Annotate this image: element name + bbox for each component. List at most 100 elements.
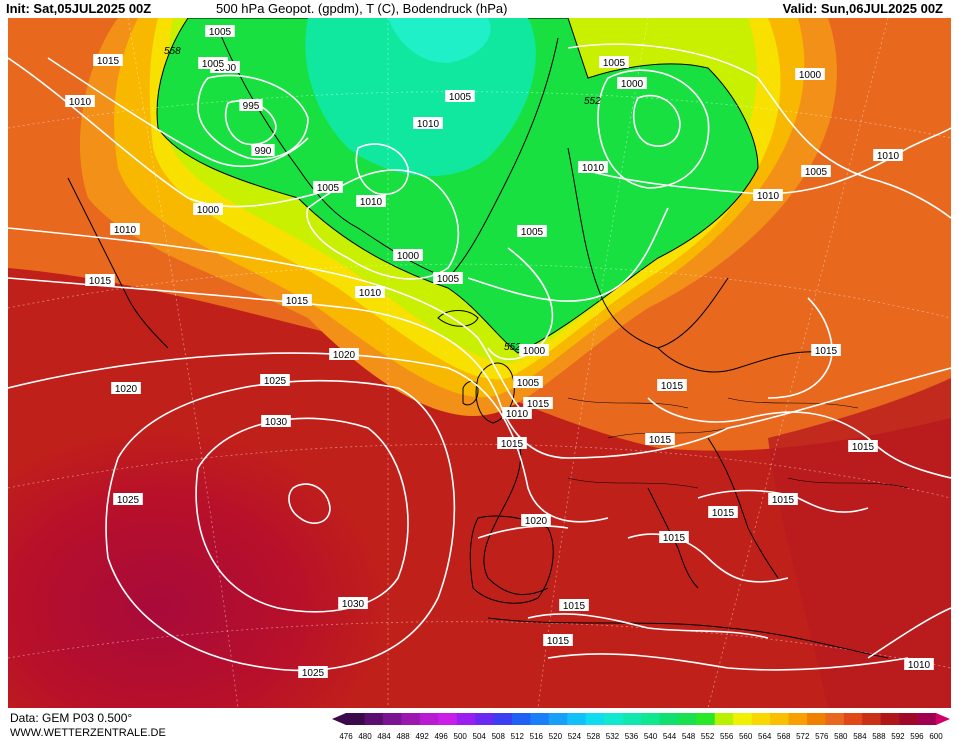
isobar-label: 1015 (523, 397, 553, 410)
isobar-label-box (329, 348, 359, 360)
isobar-label: 1005 (205, 25, 235, 38)
isobar-label: 1030 (261, 415, 291, 428)
legend-swatch (677, 713, 697, 725)
isobar-label: 1020 (521, 514, 551, 527)
legend-swatch (346, 713, 365, 725)
isobar-label: 1010 (355, 286, 385, 299)
website-credit: WWW.WETTERZENTRALE.DE (10, 727, 166, 739)
isobar-label-box (433, 272, 463, 284)
isobar-1015c (697, 489, 869, 513)
legend-swatch (530, 713, 550, 725)
isobar-label-box (355, 286, 385, 298)
isobar-label-text: 1015 (663, 533, 686, 544)
balkans-greece (707, 437, 779, 579)
isobar-label: 1000 (795, 68, 825, 81)
isobar-label: 1015 (708, 506, 738, 519)
legend-swatch (548, 713, 568, 725)
legend-tick-label: 564 (758, 732, 772, 741)
italy (647, 487, 699, 589)
isobar-label: 995 (239, 99, 263, 112)
isobar-1020b (477, 525, 569, 539)
isobar-label: 1025 (260, 374, 290, 387)
legend-tick-label: 580 (834, 732, 848, 741)
trough-core (305, 18, 536, 177)
isobar-label-text: 1010 (69, 97, 92, 108)
isobar-label: 1010 (753, 189, 783, 202)
isobar-label: 1030 (338, 597, 368, 610)
legend-tick-label: 480 (358, 732, 372, 741)
isobar-1005b (567, 43, 951, 219)
isobar-label-box (497, 437, 527, 449)
isobar-label-box (313, 181, 343, 193)
isobar-low-995 (197, 74, 309, 160)
isobar-label-text: 1020 (333, 350, 356, 361)
isobar-label-box (393, 249, 423, 261)
azores-high-field (8, 348, 472, 708)
isobar-label-box (251, 144, 275, 156)
isobar-label: 1010 (502, 407, 532, 420)
isobar-label-box (559, 599, 589, 611)
isobar-label-box (260, 374, 290, 386)
legend-swatch (622, 713, 642, 725)
isobars (8, 43, 951, 672)
legend-tick-label: 520 (549, 732, 563, 741)
legend-swatch (382, 713, 402, 725)
legend-swatch (770, 713, 789, 725)
legend-tick-label: 504 (473, 732, 487, 741)
isobar-label: 1010 (356, 195, 386, 208)
init-time: Init: Sat,05JUL2025 00Z (6, 1, 152, 16)
isobar-scand-low-inner (632, 94, 681, 147)
legend-tick-label: 484 (377, 732, 391, 741)
isobar-label-text: 1025 (264, 376, 287, 387)
legend-tick-label: 496 (434, 732, 448, 741)
isobar-trough-1005 (306, 169, 460, 280)
isobar-label-box (282, 294, 312, 306)
isobar-label-text: 1005 (209, 27, 232, 38)
isobar-label-box (578, 161, 608, 173)
isobar-label-text: 1030 (265, 417, 288, 428)
legend-tick-label: 584 (853, 732, 867, 741)
isobar-1010b (577, 127, 951, 195)
isobar-label: 1010 (65, 95, 95, 108)
isobar-label-text: 1015 (97, 56, 120, 67)
isobar-label-text: 1000 (621, 79, 644, 90)
legend-swatch (419, 713, 439, 725)
weather-map: 558 552 552 1005101510001010995990100510… (8, 18, 951, 708)
isobar-label: 1005 (313, 181, 343, 194)
isobar-label: 990 (251, 144, 275, 157)
isobar-label-text: 1005 (603, 58, 626, 69)
isobar-label-box (413, 117, 443, 129)
isobar-label-text: 1010 (582, 163, 605, 174)
scandinavia-coast (567, 147, 729, 349)
isobar-label-text: 1000 (397, 251, 420, 262)
isobar-label-box (85, 274, 115, 286)
isobar-label-text: 1015 (286, 296, 309, 307)
isobar-label: 1005 (513, 376, 543, 389)
isobar-label-text: 1010 (757, 191, 780, 202)
legend-swatch (917, 713, 937, 725)
legend-tick-label: 492 (415, 732, 429, 741)
isobar-label-text: 1015 (501, 439, 524, 450)
isobar-label: 1000 (519, 344, 549, 357)
lat-lon-grid (8, 18, 951, 708)
isobar-label: 1000 (393, 249, 423, 262)
isobar-label-text: 1010 (877, 151, 900, 162)
isobar-label: 1005 (517, 225, 547, 238)
data-source: Data: GEM P03 0.500° (10, 711, 133, 725)
legend-swatch (438, 713, 457, 725)
isobar-label-text: 1015 (547, 636, 570, 647)
legend-tick-label: 572 (796, 732, 810, 741)
isobar-label-text: 995 (243, 101, 260, 112)
legend-swatch (899, 713, 918, 725)
isobar-label-text: 1010 (114, 225, 137, 236)
valid-time: Valid: Sun,06JUL2025 00Z (782, 1, 943, 16)
isobar-label-box (523, 397, 553, 409)
geopot-label: 552 (504, 342, 521, 353)
isobar-label-text: 1015 (815, 346, 838, 357)
isobar-label-text: 1015 (527, 399, 550, 410)
isobar-label-text: 1025 (302, 668, 325, 679)
isobar-label-box (753, 189, 783, 201)
isobar-1005c (467, 207, 669, 302)
isobar-label: 1025 (113, 493, 143, 506)
isobar-label: 1020 (329, 348, 359, 361)
